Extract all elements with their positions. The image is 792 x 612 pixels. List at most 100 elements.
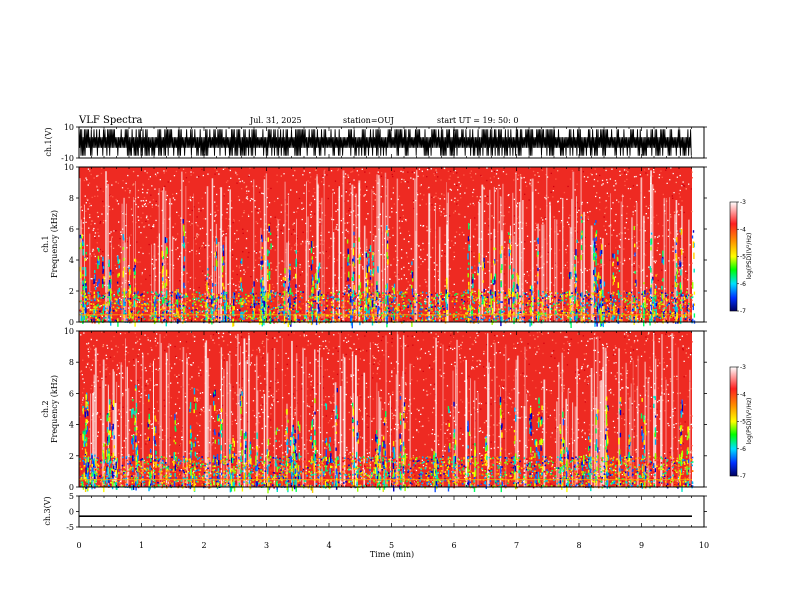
ch1-spectrogram-noise [637,318,639,320]
ch1-spectrogram-streak [681,205,683,322]
ch1-spectrogram-noise [132,184,134,186]
ch1-spectrogram-noise [255,251,258,253]
ch1-spectrogram-noise [254,235,256,237]
ch1-spectrogram-band [616,293,619,295]
ch1-spectrogram-band [492,299,495,301]
ch1-spectrogram-noise [341,267,343,269]
ch1-spectrogram-band [128,304,131,306]
ch1-spectrogram-noise [538,175,540,177]
ch1-spectrogram-noise [324,174,326,176]
ch1-spectrogram-noise [488,270,491,272]
ch1-spectrogram-band [658,304,661,306]
ch1-spectrogram-band [555,292,557,294]
ch1-spectrogram-band [467,316,470,318]
ch1-spectrogram-noise [189,214,191,216]
ch1-spectrogram-noise [670,167,672,169]
ch1-spectrogram-noise [454,242,456,244]
ch1-spectrogram-noise [166,194,168,197]
ch1-spectrogram-noise [344,222,346,224]
ch1-spectrogram-noise [117,203,120,205]
ch1-spectrogram-noise [322,175,324,177]
ch1-spectrogram-noise [228,186,230,188]
ch1-spectrogram-noise [435,192,437,194]
ch1-spectrogram-band [671,312,673,315]
ch1-spectrogram-noise [691,299,693,301]
ch1-spectrogram-band [535,309,537,311]
ch1-spectrogram-band [347,312,350,315]
ch1-spectrogram-noise [128,289,130,291]
ch1-spectrogram-noise [526,291,528,294]
ch1-spectrogram-noise [344,256,346,259]
ch1-spectrogram-noise [394,271,396,274]
ch1-spectrogram-band [146,302,148,305]
ch1-spectrogram-band [654,309,656,311]
ch1-spectrogram-band [556,302,558,305]
ch1-spectrogram-noise [679,196,681,198]
ch1-spectrogram-noise [547,304,549,306]
ch1-spectrogram-band [234,302,236,304]
ch1-spectrogram-noise [222,292,224,295]
ch1-spectrogram-noise [420,258,422,260]
ch1-spectrogram-noise [278,262,280,264]
ch1-spectrogram-noise [391,173,393,176]
ch1-spectrogram-band [328,303,330,306]
ch1-spectrogram-noise [463,304,465,306]
ch1-spectrogram-band [508,305,511,307]
ch1-spectrogram-noise [629,198,631,200]
ch1-spectrogram-band [130,302,132,304]
ch1-spectrogram-band [497,308,499,310]
ch1-spectrogram-band [355,306,358,308]
ch1-spectrogram-noise [180,217,182,219]
ch1-spectrogram-band [255,295,257,297]
ch1-spectrogram-noise [381,185,383,187]
ch1-spectrogram-noise [193,237,195,239]
ch1-spectrogram-noise [502,167,504,169]
ch1-spectrogram-noise [320,234,322,237]
ch1-spectrogram-noise [308,265,310,267]
ch1-spectrogram-noise [369,231,372,233]
ch1-spectrogram-noise [521,251,523,254]
ch1-spectrogram-band [496,309,498,311]
ch1-spectrogram-noise [319,221,321,223]
ch1-spectrogram-noise [395,211,398,214]
ch1-spectrogram-band [390,309,392,312]
ch1-spectrogram-noise [104,284,106,286]
ch1-spectrogram-noise [465,289,467,291]
ch1-spectrogram-noise [344,237,346,239]
ch1-spectrogram-noise [534,174,536,176]
ch1-spectrogram-noise [400,257,403,259]
ch1-spectrogram-noise [356,170,358,172]
ch1-spectrogram-band [298,304,300,307]
ch1-spectrogram-noise [214,167,216,170]
ch1-spectrogram-band [179,309,182,311]
ch1-spectrogram-band [437,317,440,319]
ch1-spectrogram-noise [435,171,438,174]
ch1-spectrogram-noise [554,262,557,264]
ch1-spectrogram-noise [128,265,130,267]
ch1-spectrogram-noise [112,272,114,274]
ch1-spectrogram-noise [494,237,497,239]
ch1-spectrogram-noise [94,222,96,225]
ch1-spectrogram-noise [295,320,297,322]
ch1-spectrogram-streak [396,178,399,322]
ch1-spectrogram-noise [664,213,667,215]
ch1-spectrogram-noise [523,275,525,277]
ch1-spectrogram-streak [286,242,288,322]
ch1-spectrogram-noise [424,258,426,261]
ch1-spectrogram-noise [493,217,495,219]
ch1-spectrogram-band [104,310,106,313]
ch1-spectrogram-band [488,303,491,305]
ch1-spectrogram-noise [102,190,104,193]
ch1-spectrogram-band [460,297,463,299]
ch1-spectrogram-noise [504,256,506,258]
ch1-spectrogram-noise [216,294,219,296]
ch1-spectrogram-noise [270,216,272,218]
ch1-spectrogram-noise [122,180,124,182]
ch1-spectrogram-noise [146,172,148,174]
ch1-spectrogram-band [532,311,535,314]
ch1-spectrogram-noise [438,279,440,281]
ch1-spectrogram-noise [175,238,177,240]
ch1-spectrogram-noise [201,227,204,229]
ch1-spectrogram-band [242,297,244,300]
ch1-spectrogram-noise [292,223,294,226]
